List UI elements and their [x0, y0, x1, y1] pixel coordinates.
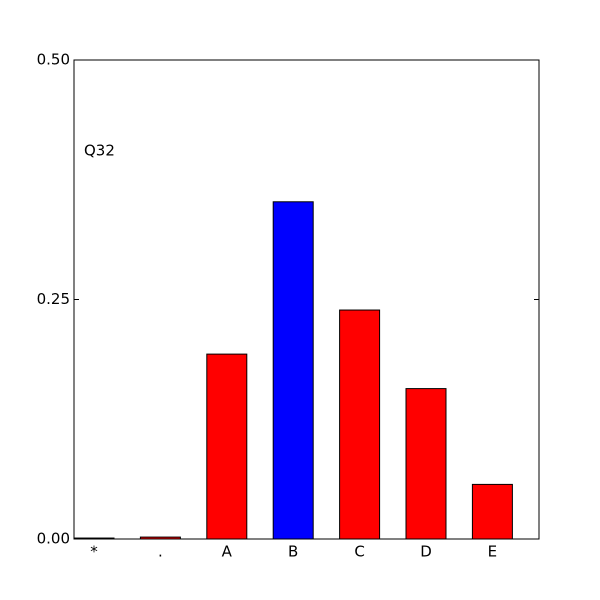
- x-tick-label: C: [354, 543, 364, 561]
- bar: [206, 353, 248, 540]
- y-tick-label: 0.50: [37, 51, 70, 69]
- y-tick-label: 0.00: [37, 530, 70, 548]
- bar: [339, 309, 381, 540]
- plot-frame: [73, 59, 540, 540]
- bar: [405, 388, 447, 540]
- x-tick-label: D: [420, 543, 432, 561]
- x-tick-label: *: [90, 543, 98, 561]
- bar: [272, 201, 314, 540]
- y-tick-label: 0.25: [37, 290, 70, 308]
- x-tick-label: A: [222, 543, 233, 561]
- annotation: Q32: [84, 142, 115, 160]
- x-tick-label: B: [288, 543, 298, 561]
- x-tick-label: .: [158, 543, 163, 561]
- x-tick-label: E: [488, 543, 497, 561]
- bar: [471, 483, 513, 540]
